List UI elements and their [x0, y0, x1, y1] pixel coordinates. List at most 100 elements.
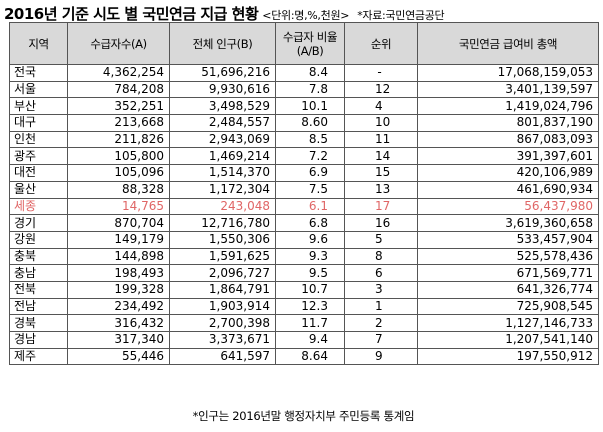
cell-population: 3,498,529	[169, 97, 276, 116]
table-row: 울산 88,328 1,172,304 7.5 13 461,690,934	[9, 180, 599, 199]
cell-population: 12,716,780	[169, 214, 276, 232]
cell-rank: 5	[344, 230, 418, 249]
cell-population: 2,484,557	[169, 114, 276, 132]
table-row: 경기 870,704 12,716,780 6.8 16 3,619,360,658	[9, 214, 599, 232]
cell-ratio: 9.4	[275, 331, 345, 349]
cell-population: 3,373,671	[169, 331, 276, 349]
cell-rank: 8	[344, 247, 418, 266]
cell-total-payment: 671,569,771	[417, 264, 599, 282]
table-row: 광주 105,800 1,469,214 7.2 14 391,397,601	[9, 147, 599, 166]
cell-ratio: 8.5	[275, 130, 345, 149]
cell-population: 1,903,914	[169, 297, 276, 316]
table-row: 전북 199,328 1,864,791 10.7 3 641,326,774	[9, 280, 599, 299]
cell-rank: 4	[344, 97, 418, 116]
cell-total-payment: 533,457,904	[417, 230, 599, 249]
cell-total-payment: 725,908,545	[417, 297, 599, 316]
cell-region: 인천	[9, 130, 68, 149]
cell-population: 1,550,306	[169, 230, 276, 249]
table-row: 경남 317,340 3,373,671 9.4 7 1,207,541,140	[9, 331, 599, 349]
cell-population: 1,469,214	[169, 147, 276, 166]
cell-recipients: 105,096	[67, 164, 170, 182]
table-row: 대전 105,096 1,514,370 6.9 15 420,106,989	[9, 164, 599, 182]
table-row: 강원 149,179 1,550,306 9.6 5 533,457,904	[9, 230, 599, 249]
footnote: *인구는 2016년말 행정자치부 주민등록 통계임	[192, 409, 415, 423]
cell-recipients: 88,328	[67, 180, 170, 199]
header-region: 지역	[9, 22, 68, 65]
cell-rank: -	[344, 64, 418, 82]
cell-population: 641,597	[169, 347, 276, 366]
cell-rank: 3	[344, 280, 418, 299]
cell-total-payment: 420,106,989	[417, 164, 599, 182]
cell-total-payment: 801,837,190	[417, 114, 599, 132]
cell-region: 경남	[9, 331, 68, 349]
table-row: 전국 4,362,254 51,696,216 8.4-17,068,159,053	[9, 64, 599, 82]
cell-ratio: 8.64	[275, 347, 345, 366]
cell-ratio: 10.7	[275, 280, 345, 299]
cell-population: 1,864,791	[169, 280, 276, 299]
cell-recipients: 4,362,254	[67, 64, 170, 82]
table-row: 부산 352,251 3,498,529 10.1 4 1,419,024,796	[9, 97, 599, 116]
cell-region: 부산	[9, 97, 68, 116]
cell-total-payment: 461,690,934	[417, 180, 599, 199]
cell-region: 광주	[9, 147, 68, 166]
cell-total-payment: 525,578,436	[417, 247, 599, 266]
cell-total-payment: 56,437,980	[417, 197, 599, 216]
table-row: 충북 144,898 1,591,625 9.3 8 525,578,436	[9, 247, 599, 266]
cell-ratio: 12.3	[275, 297, 345, 316]
title-row: 2016년 기준 시도 별 국민연금 지급 현황 <단위:명,%,천원> *자료…	[4, 3, 600, 23]
cell-region: 서울	[9, 80, 68, 99]
cell-region: 전북	[9, 280, 68, 299]
cell-total-payment: 1,207,541,140	[417, 331, 599, 349]
cell-total-payment: 641,326,774	[417, 280, 599, 299]
cell-rank: 10	[344, 114, 418, 132]
cell-region: 강원	[9, 230, 68, 249]
page-title: 2016년 기준 시도 별 국민연금 지급 현황	[4, 5, 259, 23]
cell-ratio: 9.6	[275, 230, 345, 249]
table-row: 전남 234,492 1,903,914 12.3 1 725,908,545	[9, 297, 599, 316]
cell-rank: 9	[344, 347, 418, 366]
cell-ratio: 6.1	[275, 197, 345, 216]
cell-region: 경기	[9, 214, 68, 232]
cell-ratio: 9.3	[275, 247, 345, 266]
header-ratio: 수급자 비율(A/B)	[275, 22, 345, 65]
header-rank: 순위	[344, 22, 418, 65]
table-row: 경북 316,432 2,700,398 11.7 2 1,127,146,733	[9, 314, 599, 332]
cell-total-payment: 3,619,360,658	[417, 214, 599, 232]
cell-ratio: 6.9	[275, 164, 345, 182]
cell-region: 충북	[9, 247, 68, 266]
cell-region: 세종	[9, 197, 68, 216]
cell-population: 1,591,625	[169, 247, 276, 266]
cell-population: 1,514,370	[169, 164, 276, 182]
cell-region: 대구	[9, 114, 68, 132]
table-row: 충남 198,493 2,096,727 9.5 6 671,569,771	[9, 264, 599, 282]
cell-ratio: 9.5	[275, 264, 345, 282]
cell-recipients: 234,492	[67, 297, 170, 316]
cell-population: 243,048	[169, 197, 276, 216]
unit-note: <단위:명,%,천원>	[262, 9, 350, 22]
cell-recipients: 55,446	[67, 347, 170, 366]
cell-recipients: 870,704	[67, 214, 170, 232]
cell-population: 2,096,727	[169, 264, 276, 282]
cell-rank: 15	[344, 164, 418, 182]
cell-rank: 17	[344, 197, 418, 216]
cell-population: 51,696,216	[169, 64, 276, 82]
cell-total-payment: 1,127,146,733	[417, 314, 599, 332]
table-row: 제주 55,446 641,597 8.64 9 197,550,912	[9, 347, 599, 366]
cell-recipients: 198,493	[67, 264, 170, 282]
cell-ratio: 10.1	[275, 97, 345, 116]
table-row: 대구 213,668 2,484,557 8.60 10 801,837,190	[9, 114, 599, 132]
pension-table: 지역 수급자수(A) 전체 인구(B) 수급자 비율(A/B) 순위 국민연금 …	[9, 22, 599, 366]
cell-population: 2,943,069	[169, 130, 276, 149]
cell-population: 2,700,398	[169, 314, 276, 332]
cell-recipients: 213,668	[67, 114, 170, 132]
cell-rank: 13	[344, 180, 418, 199]
cell-recipients: 352,251	[67, 97, 170, 116]
header-row: 지역 수급자수(A) 전체 인구(B) 수급자 비율(A/B) 순위 국민연금 …	[9, 22, 599, 65]
cell-recipients: 316,432	[67, 314, 170, 332]
header-recipients: 수급자수(A)	[67, 22, 170, 65]
cell-ratio: 7.2	[275, 147, 345, 166]
cell-region: 전남	[9, 297, 68, 316]
cell-rank: 12	[344, 80, 418, 99]
cell-rank: 16	[344, 214, 418, 232]
